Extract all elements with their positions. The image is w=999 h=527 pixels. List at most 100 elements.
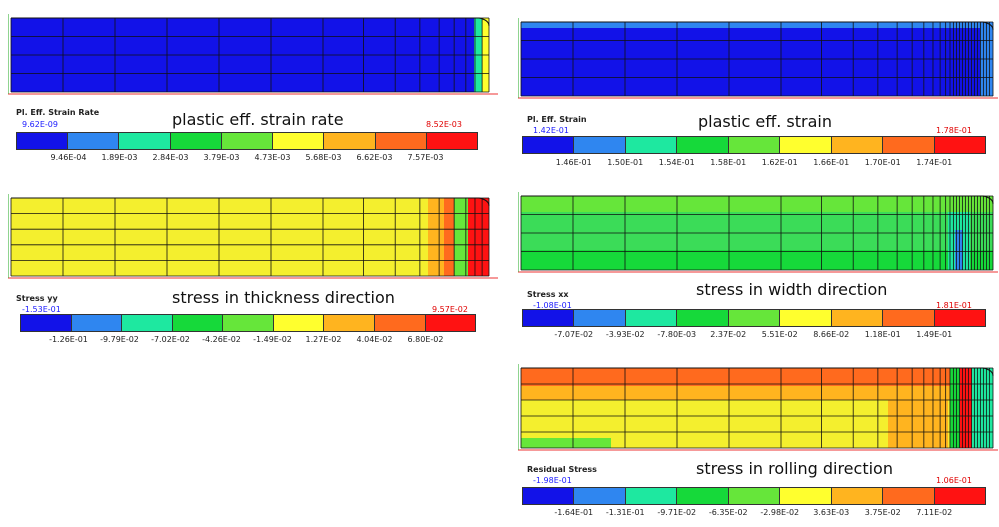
tick-label: 1.89E-03 (101, 153, 138, 162)
tick-label: 9.46E-04 (50, 153, 87, 162)
color-scale-cell (677, 137, 729, 153)
panel-stress-thickness: Stress yy -1.53E-01 9.57E-02 stress in t… (8, 190, 498, 350)
panel-strain: Pl. Eff. Strain 1.42E-01 1.78E-01 plasti… (518, 12, 998, 172)
color-scale-cell (677, 310, 729, 326)
tick-label: -7.80E-03 (657, 330, 697, 339)
color-scale-cell (625, 488, 678, 504)
tick-label: 1.54E-01 (658, 158, 695, 167)
tick-label: -9.71E-02 (657, 508, 697, 517)
color-scale-cell (883, 310, 935, 326)
color-scale-cell (728, 137, 781, 153)
mesh-plot-stress-thickness (8, 194, 498, 279)
tick-label: 1.62E-01 (761, 158, 798, 167)
tick-label: 4.04E-02 (356, 335, 393, 344)
legend-title: Stress yy (16, 294, 58, 303)
color-scale-cell (119, 133, 171, 149)
color-scale-cell (780, 310, 832, 326)
color-scale-cell (324, 315, 375, 331)
legend-min-value: -1.53E-01 (22, 305, 61, 314)
tick-label: 1.66E-01 (813, 158, 850, 167)
tick-label: 7.57E-03 (407, 153, 444, 162)
color-scale-cell (625, 137, 678, 153)
color-scale-cell (574, 488, 626, 504)
tick-label: -1.49E-02 (253, 335, 292, 344)
tick-label: -4.26E-02 (202, 335, 241, 344)
legend-min-value: -1.98E-01 (533, 476, 572, 485)
color-scale-cell (780, 488, 832, 504)
legend-title: Pl. Eff. Strain (527, 115, 587, 124)
color-scale-cell (523, 488, 575, 504)
color-scale-cell (780, 137, 832, 153)
color-scale-bar (522, 136, 986, 154)
caption: stress in thickness direction (172, 288, 395, 307)
color-scale-cell (934, 137, 985, 153)
caption: stress in width direction (696, 280, 888, 299)
panel-stress-rolling: Residual Stress -1.98E-01 1.06E-01 stres… (518, 362, 998, 527)
color-scale-cell (170, 133, 222, 149)
tick-label: -7.02E-02 (151, 335, 190, 344)
tick-label: 3.63E-03 (813, 508, 850, 517)
tick-label: -9.79E-02 (100, 335, 139, 344)
color-scale-cell (122, 315, 173, 331)
tick-label: 1.70E-01 (864, 158, 901, 167)
legend-max-value: 1.81E-01 (936, 301, 972, 310)
color-scale-bar (522, 487, 986, 505)
tick-label: 4.73E-03 (254, 153, 291, 162)
tick-label: 5.51E-02 (761, 330, 798, 339)
tick-label: 3.79E-03 (203, 153, 240, 162)
color-scale-cell (426, 133, 477, 149)
panel-strain-rate: Pl. Eff. Strain Rate 9.62E-09 8.52E-03 p… (8, 12, 498, 172)
color-scale-cell (374, 315, 426, 331)
legend-max-value: 1.06E-01 (936, 476, 972, 485)
color-scale-cell (172, 315, 224, 331)
color-scale-cell (375, 133, 427, 149)
color-scale-cell (523, 137, 575, 153)
color-scale-cell (68, 133, 120, 149)
color-scale-cell (574, 310, 626, 326)
mesh-plot-strain-rate (8, 14, 498, 95)
color-scale-cell (934, 310, 985, 326)
color-scale-ticks: -1.26E-01 -9.79E-02 -7.02E-02 -4.26E-02 -1.4… (43, 335, 451, 344)
tick-label: -2.98E-02 (760, 508, 800, 517)
tick-label: -1.31E-01 (605, 508, 645, 517)
tick-label: -6.35E-02 (708, 508, 748, 517)
tick-label: 1.18E-01 (864, 330, 901, 339)
tick-label: 1.74E-01 (916, 158, 953, 167)
legend-title: Stress xx (527, 290, 569, 299)
mesh-plot-stress-width (518, 192, 998, 273)
color-scale-cell (574, 137, 626, 153)
caption: stress in rolling direction (696, 459, 893, 478)
color-scale-cell (223, 315, 274, 331)
legend-max-value: 8.52E-03 (426, 120, 462, 129)
color-scale-ticks: -7.07E-02 -3.93E-02 -7.80E-03 2.37E-02 5.51E… (548, 330, 960, 339)
color-scale-cell (273, 315, 325, 331)
legend-min-value: 9.62E-09 (22, 120, 58, 129)
tick-label: -7.07E-02 (554, 330, 594, 339)
tick-label: 1.49E-01 (916, 330, 953, 339)
color-scale-cell (934, 488, 985, 504)
color-scale-ticks: 9.46E-04 1.89E-03 2.84E-03 3.79E-03 4.73E-03… (43, 153, 451, 162)
panel-stress-width: Stress xx -1.08E-01 1.81E-01 stress in w… (518, 190, 998, 350)
tick-label: -1.26E-01 (49, 335, 88, 344)
tick-label: 5.68E-03 (305, 153, 342, 162)
color-scale-cell (17, 133, 69, 149)
color-scale-ticks: -1.64E-01 -1.31E-01 -9.71E-02 -6.35E-02 -2.9… (548, 508, 960, 517)
tick-label: 2.84E-03 (152, 153, 189, 162)
tick-label: -3.93E-02 (605, 330, 645, 339)
tick-label: 1.50E-01 (607, 158, 644, 167)
tick-label: 6.62E-03 (356, 153, 393, 162)
color-scale-cell (831, 137, 884, 153)
tick-label: -1.64E-01 (554, 508, 594, 517)
color-scale-cell (625, 310, 678, 326)
color-scale-cell (677, 488, 729, 504)
legend-title: Residual Stress (527, 465, 597, 474)
legend-max-value: 1.78E-01 (936, 126, 972, 135)
color-scale-cell (883, 488, 935, 504)
caption: plastic eff. strain rate (172, 110, 344, 129)
color-scale-ticks: 1.46E-01 1.50E-01 1.54E-01 1.58E-01 1.62E-01… (548, 158, 960, 167)
color-scale-bar (522, 309, 986, 327)
tick-label: 7.11E-02 (916, 508, 953, 517)
color-scale-bar (20, 314, 476, 332)
color-scale-cell (71, 315, 123, 331)
legend-title: Pl. Eff. Strain Rate (16, 108, 100, 117)
